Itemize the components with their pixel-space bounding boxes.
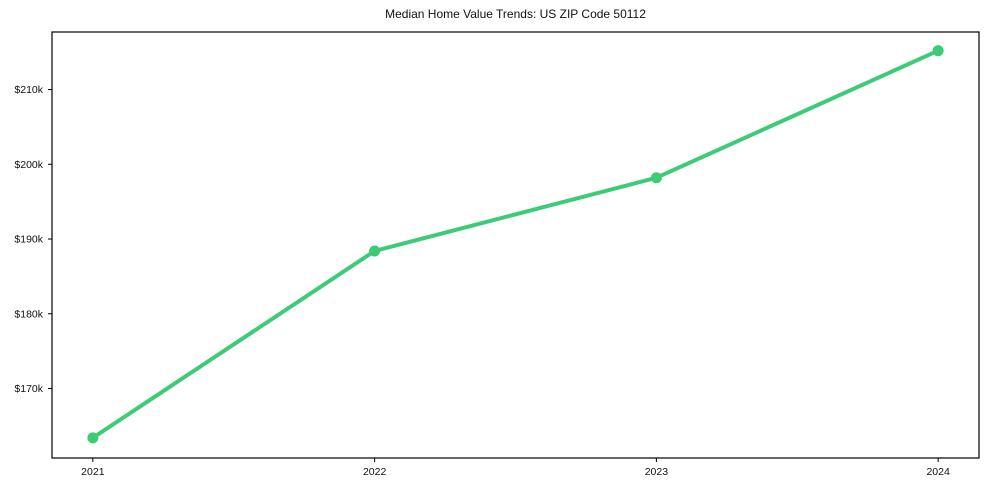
y-tick-label: $210k — [14, 84, 43, 96]
x-tick-label: 2024 — [926, 466, 950, 478]
data-point-2024 — [932, 45, 944, 57]
x-tick-label: 2021 — [81, 466, 105, 478]
data-point-2021 — [87, 432, 99, 444]
y-tick-label: $170k — [14, 383, 43, 395]
x-tick-label: 2022 — [363, 466, 387, 478]
data-point-2023 — [650, 172, 662, 184]
trend-line — [90, 48, 941, 440]
plot-border — [51, 31, 980, 459]
y-tick-label: $180k — [14, 308, 43, 320]
data-point-2022 — [369, 245, 381, 257]
y-tick-label: $200k — [14, 159, 43, 171]
y-tick-label: $190k — [14, 234, 43, 246]
x-tick-label: 2023 — [645, 466, 669, 478]
chart-title: Median Home Value Trends: US ZIP Code 50… — [385, 7, 646, 21]
